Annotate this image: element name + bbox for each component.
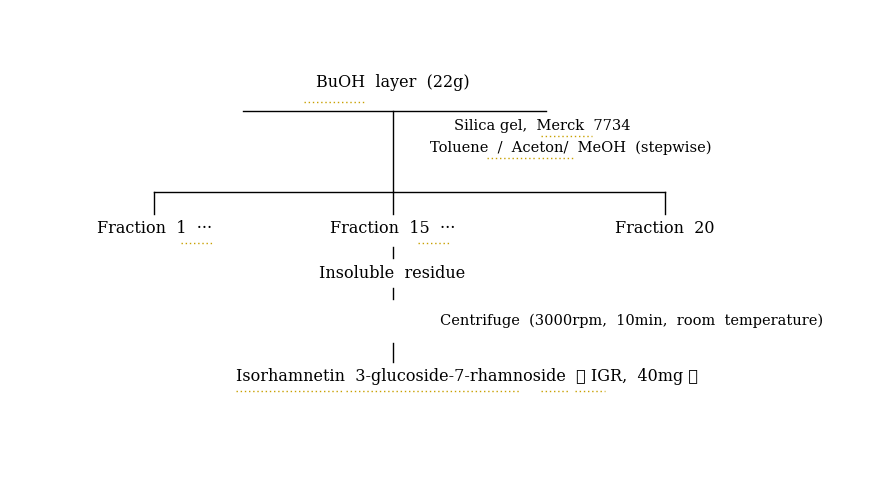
Text: Toluene  /  Aceton/  MeOH  (stepwise): Toluene / Aceton/ MeOH (stepwise) <box>429 141 711 155</box>
Text: Isorhamnetin  3-glucoside-7-rhamnoside  （ IGR,  40mg ）: Isorhamnetin 3-glucoside-7-rhamnoside （ … <box>235 368 697 385</box>
Text: Fraction  15  ···: Fraction 15 ··· <box>329 220 455 238</box>
Text: Centrifuge  (3000rpm,  10min,  room  temperature): Centrifuge (3000rpm, 10min, room tempera… <box>440 314 823 329</box>
Text: Insoluble  residue: Insoluble residue <box>319 265 465 282</box>
Text: Fraction  1  ···: Fraction 1 ··· <box>97 220 212 238</box>
Text: Fraction  20: Fraction 20 <box>615 220 714 238</box>
Text: Silica gel,  Merck  7734: Silica gel, Merck 7734 <box>453 119 630 133</box>
Text: BuOH  layer  (22g): BuOH layer (22g) <box>315 74 469 91</box>
